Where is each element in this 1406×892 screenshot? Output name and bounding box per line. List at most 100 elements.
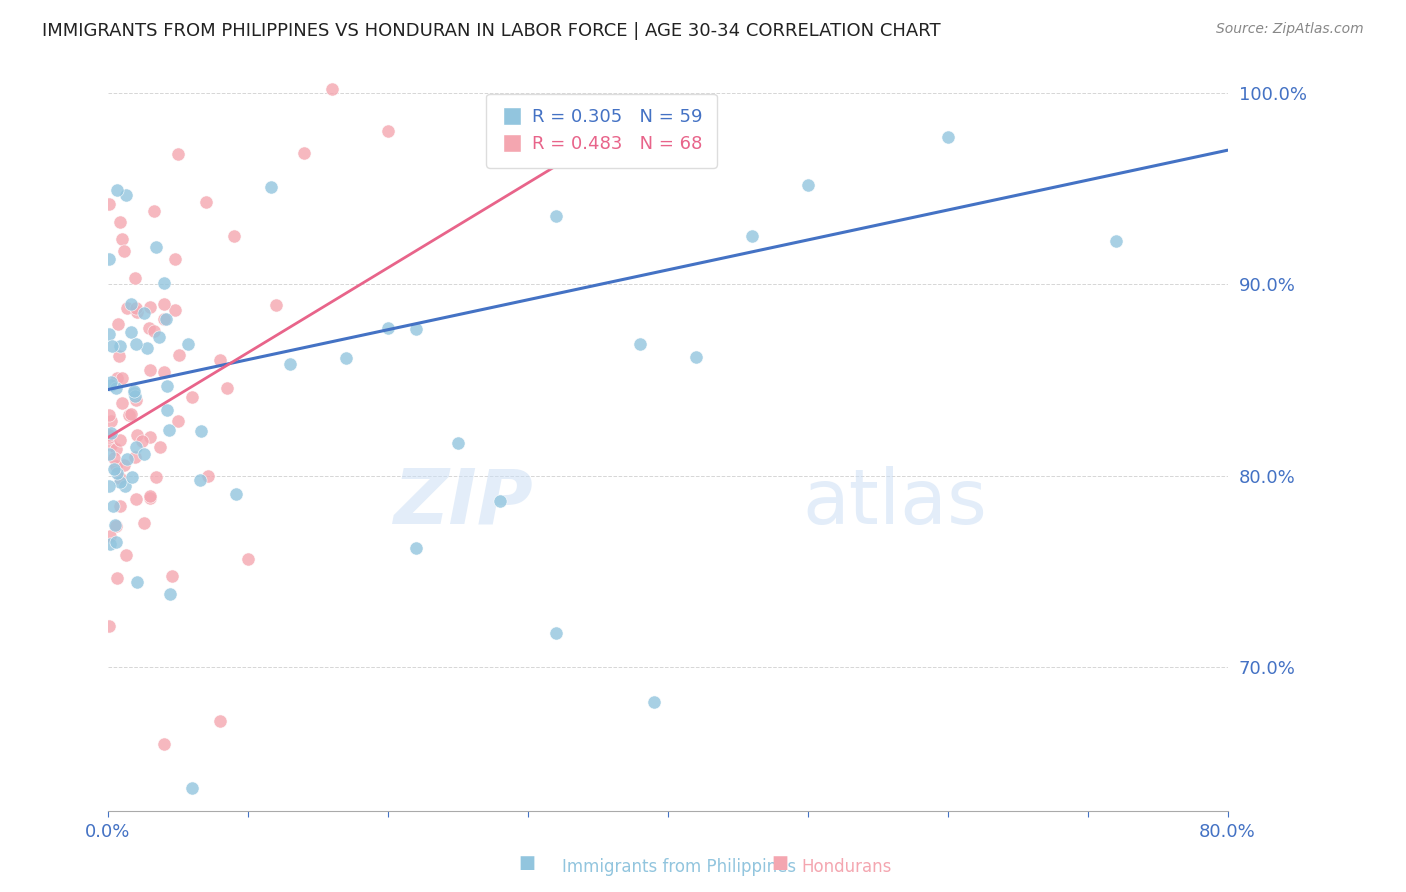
Point xyxy=(225,487,247,501)
Point xyxy=(148,330,170,344)
Point xyxy=(118,408,141,422)
Point xyxy=(278,357,301,371)
Point xyxy=(105,466,128,480)
Point xyxy=(127,574,149,589)
Point xyxy=(157,423,180,437)
Point xyxy=(143,324,166,338)
Point xyxy=(100,375,122,389)
Point xyxy=(544,625,567,640)
Point xyxy=(115,548,138,562)
Point xyxy=(125,337,148,351)
Point xyxy=(98,479,121,493)
Point xyxy=(105,371,128,385)
Point xyxy=(628,337,651,351)
Point xyxy=(108,433,131,447)
Point xyxy=(169,348,191,362)
Point xyxy=(108,215,131,229)
Point xyxy=(236,552,259,566)
Point xyxy=(139,300,162,314)
Point xyxy=(105,442,128,457)
Point xyxy=(124,450,146,465)
Point xyxy=(98,529,121,543)
Point xyxy=(153,297,176,311)
Point xyxy=(197,469,219,483)
Point xyxy=(160,569,183,583)
Point xyxy=(215,381,238,395)
Point xyxy=(122,386,145,401)
Point xyxy=(145,470,167,484)
Point xyxy=(100,425,122,440)
Point xyxy=(121,470,143,484)
Point xyxy=(139,490,162,504)
Point xyxy=(139,363,162,377)
Point xyxy=(190,473,212,487)
Point xyxy=(108,475,131,489)
Point xyxy=(98,429,121,443)
Point xyxy=(115,301,138,315)
Point xyxy=(103,451,125,466)
Point xyxy=(264,298,287,312)
Point xyxy=(152,365,174,379)
Point xyxy=(134,447,156,461)
Point xyxy=(167,147,190,161)
Text: Hondurans: Hondurans xyxy=(801,858,891,876)
Point xyxy=(377,123,399,137)
Point xyxy=(105,183,128,197)
Point xyxy=(114,188,136,202)
Point xyxy=(132,306,155,320)
Point xyxy=(139,430,162,444)
Point xyxy=(643,695,665,709)
Point xyxy=(111,371,134,385)
Point xyxy=(159,587,181,601)
Point xyxy=(544,209,567,223)
Point xyxy=(260,180,283,194)
Point xyxy=(124,270,146,285)
Point xyxy=(104,458,127,473)
Text: ■: ■ xyxy=(772,855,789,872)
Point xyxy=(131,434,153,449)
Point xyxy=(104,518,127,533)
Point xyxy=(98,427,121,442)
Point xyxy=(112,458,135,472)
Point xyxy=(488,494,510,508)
Point xyxy=(936,129,959,144)
Point xyxy=(105,570,128,584)
Point xyxy=(124,389,146,403)
Point xyxy=(98,252,121,266)
Point xyxy=(110,396,132,410)
Point xyxy=(165,302,187,317)
Point xyxy=(98,326,121,341)
Point xyxy=(143,204,166,219)
Point xyxy=(120,297,142,311)
Point xyxy=(125,440,148,454)
Text: ■: ■ xyxy=(519,855,536,872)
Point xyxy=(377,321,399,335)
Point xyxy=(292,145,315,160)
Text: ZIP: ZIP xyxy=(394,466,533,540)
Point xyxy=(125,491,148,506)
Point xyxy=(122,384,145,399)
Text: atlas: atlas xyxy=(801,466,987,540)
Point xyxy=(156,403,179,417)
Point xyxy=(100,438,122,452)
Point xyxy=(98,447,121,461)
Point xyxy=(104,518,127,533)
Point xyxy=(103,462,125,476)
Point xyxy=(100,377,122,392)
Point xyxy=(405,322,427,336)
Text: Source: ZipAtlas.com: Source: ZipAtlas.com xyxy=(1216,22,1364,37)
Point xyxy=(181,780,204,795)
Point xyxy=(181,390,204,404)
Point xyxy=(153,276,176,290)
Text: Immigrants from Philippines: Immigrants from Philippines xyxy=(562,858,797,876)
Point xyxy=(110,339,132,353)
Point xyxy=(796,178,818,192)
Point xyxy=(112,244,135,258)
Point xyxy=(120,325,142,339)
Point xyxy=(127,428,149,442)
Point xyxy=(741,228,763,243)
Point xyxy=(125,301,148,316)
Point xyxy=(153,737,176,751)
Point xyxy=(138,320,160,334)
Point xyxy=(98,537,121,551)
